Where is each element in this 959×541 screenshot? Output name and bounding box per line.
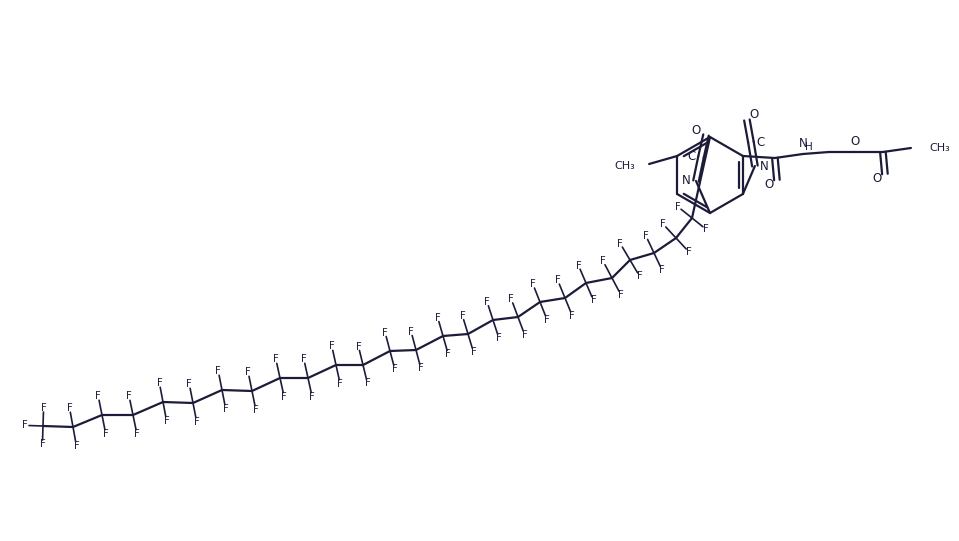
- Text: F: F: [246, 367, 251, 378]
- Text: F: F: [544, 315, 550, 325]
- Text: H: H: [805, 142, 813, 152]
- Text: F: F: [445, 349, 451, 359]
- Text: C: C: [688, 150, 696, 163]
- Text: F: F: [496, 333, 502, 343]
- Text: F: F: [659, 265, 665, 275]
- Text: F: F: [575, 261, 581, 270]
- Text: N: N: [799, 137, 807, 150]
- Text: F: F: [301, 354, 307, 365]
- Text: F: F: [309, 392, 315, 401]
- Text: F: F: [74, 441, 80, 451]
- Text: O: O: [851, 135, 859, 148]
- Text: F: F: [484, 297, 490, 307]
- Text: F: F: [618, 290, 623, 300]
- Text: F: F: [660, 219, 666, 229]
- Text: O: O: [764, 177, 774, 190]
- Text: CH₃: CH₃: [615, 161, 635, 171]
- Text: F: F: [338, 379, 343, 388]
- Text: F: F: [570, 311, 575, 321]
- Text: F: F: [39, 439, 45, 449]
- Text: O: O: [749, 109, 759, 122]
- Text: F: F: [591, 295, 596, 306]
- Text: F: F: [186, 379, 192, 390]
- Text: F: F: [392, 365, 398, 374]
- Text: F: F: [156, 378, 162, 388]
- Text: F: F: [686, 247, 691, 257]
- Text: F: F: [555, 275, 561, 286]
- Text: F: F: [409, 327, 414, 337]
- Text: N: N: [760, 160, 769, 173]
- Text: F: F: [67, 403, 73, 413]
- Text: F: F: [273, 354, 279, 365]
- Text: O: O: [873, 171, 881, 184]
- Text: F: F: [522, 330, 527, 340]
- Text: F: F: [418, 364, 424, 373]
- Text: F: F: [530, 279, 536, 289]
- Text: F: F: [22, 420, 28, 431]
- Text: F: F: [281, 392, 287, 401]
- Text: F: F: [127, 391, 132, 401]
- Text: F: F: [637, 272, 643, 281]
- Text: F: F: [364, 379, 370, 388]
- Text: F: F: [329, 341, 335, 352]
- Text: F: F: [471, 347, 477, 357]
- Text: O: O: [691, 124, 701, 137]
- Text: F: F: [643, 231, 648, 241]
- Text: C: C: [756, 135, 764, 148]
- Text: F: F: [96, 391, 101, 401]
- Text: F: F: [40, 403, 46, 413]
- Text: N: N: [682, 175, 691, 188]
- Text: CH₃: CH₃: [929, 143, 949, 153]
- Text: F: F: [618, 239, 623, 249]
- Text: F: F: [194, 417, 199, 427]
- Text: F: F: [164, 415, 170, 426]
- Text: F: F: [600, 256, 606, 266]
- Text: F: F: [675, 202, 681, 212]
- Text: F: F: [222, 404, 228, 414]
- Text: F: F: [253, 405, 259, 414]
- Text: F: F: [134, 428, 140, 439]
- Text: F: F: [508, 294, 514, 304]
- Text: F: F: [703, 225, 709, 234]
- Text: F: F: [103, 428, 108, 439]
- Text: F: F: [434, 313, 440, 323]
- Text: F: F: [356, 341, 362, 352]
- Text: F: F: [216, 366, 222, 377]
- Text: F: F: [383, 328, 388, 338]
- Text: F: F: [459, 311, 465, 321]
